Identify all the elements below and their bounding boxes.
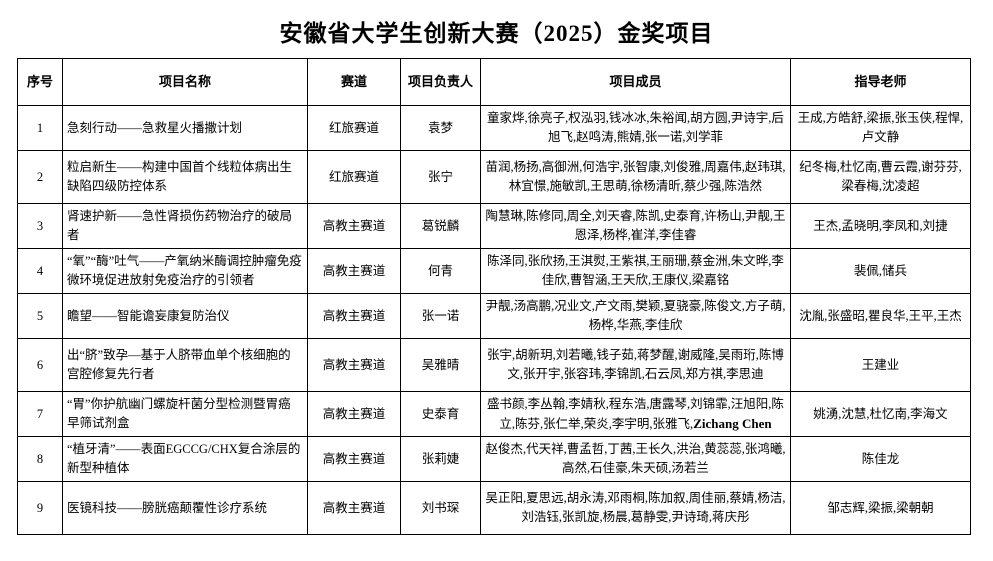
header-track: 赛道 — [307, 58, 401, 106]
project-name: “氧”“酶”吐气——产氧纳米酶调控肿瘤免疫微环境促进放射免疫治疗的引领者 — [62, 248, 308, 294]
members: 赵俊杰,代天祥,曹孟哲,丁茜,王长久,洪治,黄蕊蕊,张鸿曦,高然,石佳豪,朱天硕… — [480, 436, 791, 482]
members: 陶慧琳,陈修同,周全,刘天睿,陈凯,史泰育,许杨山,尹靓,王恩泽,杨桦,崔洋,李… — [480, 203, 791, 249]
row-no: 8 — [17, 436, 63, 482]
award-projects-table: 序号 项目名称 赛道 项目负责人 项目成员 指导老师 1 急刻行动——急救星火播… — [17, 58, 971, 535]
table-row: 1 急刻行动——急救星火播撒计划 红旅赛道 袁梦 童家烨,徐亮子,权泓羽,钱冰冰… — [17, 105, 971, 151]
project-name: “植牙清”——表面EGCCG/CHX复合涂层的新型种植体 — [62, 436, 308, 482]
members: 吴正阳,夏思远,胡永涛,邓雨桐,陈加叙,周佳丽,蔡婧,杨洁,刘浩钰,张凯旋,杨晨… — [480, 481, 791, 535]
teachers: 王建业 — [790, 338, 971, 392]
members: 尹靓,汤高鹏,况业文,产文雨,樊颖,夏骁豪,陈俊文,方子萌,杨桦,华燕,李佳欣 — [480, 293, 791, 339]
teachers: 纪冬梅,杜忆南,曹云霞,谢芬芬,梁春梅,沈凌超 — [790, 150, 971, 204]
project-name: 出“脐”致孕—基于人脐带血单个核细胞的宫腔修复先行者 — [62, 338, 308, 392]
leader: 吴雅晴 — [400, 338, 481, 392]
track: 红旅赛道 — [307, 150, 401, 204]
leader: 何青 — [400, 248, 481, 294]
project-name: 瞻望——智能谵妄康复防治仪 — [62, 293, 308, 339]
track: 高教主赛道 — [307, 436, 401, 482]
leader: 葛锐麟 — [400, 203, 481, 249]
row-no: 9 — [17, 481, 63, 535]
leader: 张莉婕 — [400, 436, 481, 482]
page-title: 安徽省大学生创新大赛（2025）金奖项目 — [279, 21, 714, 46]
row-no: 7 — [17, 391, 63, 437]
header-no: 序号 — [17, 58, 63, 106]
table-row: 7 “胃”你护航幽门螺旋杆菌分型检测暨胃癌早筛试剂盒 高教主赛道 史泰育 盛书颜… — [17, 391, 971, 437]
teachers: 姚湧,沈慧,杜忆南,李海文 — [790, 391, 971, 437]
row-no: 5 — [17, 293, 63, 339]
row-no: 1 — [17, 105, 63, 151]
teachers: 邹志辉,梁振,梁朝朝 — [790, 481, 971, 535]
teachers: 王杰,孟晓明,李凤和,刘捷 — [790, 203, 971, 249]
members-latin-name: Zichang Chen — [693, 415, 772, 431]
track: 高教主赛道 — [307, 293, 401, 339]
header-row: 序号 项目名称 赛道 项目负责人 项目成员 指导老师 — [17, 58, 971, 106]
project-name: 粒启新生——构建中国首个线粒体病出生缺陷四级防控体系 — [62, 150, 308, 204]
table-row: 2 粒启新生——构建中国首个线粒体病出生缺陷四级防控体系 红旅赛道 张宁 苗润,… — [17, 150, 971, 204]
table-row: 3 肾速护新——急性肾损伤药物治疗的破局者 高教主赛道 葛锐麟 陶慧琳,陈修同,… — [17, 203, 971, 249]
members: 童家烨,徐亮子,权泓羽,钱冰冰,朱裕闻,胡方圆,尹诗宇,后旭飞,赵鸣涛,熊婧,张… — [480, 105, 791, 151]
track: 高教主赛道 — [307, 391, 401, 437]
members: 苗润,杨扬,高御洲,何浩宇,张智康,刘俊雅,周嘉伟,赵玮琪,林宜憬,施敏凯,王思… — [480, 150, 791, 204]
row-no: 3 — [17, 203, 63, 249]
header-teachers: 指导老师 — [790, 58, 971, 106]
leader: 张一诺 — [400, 293, 481, 339]
project-name: 医镜科技——膀胱癌颠覆性诊疗系统 — [62, 481, 308, 535]
members-cn: 盛书颜,李丛翰,李婧秋,程东浩,唐露琴,刘锦霏,汪旭阳,陈立,陈芬,张仁举,荣炎… — [487, 396, 784, 431]
header-members: 项目成员 — [480, 58, 791, 106]
table-row: 9 医镜科技——膀胱癌颠覆性诊疗系统 高教主赛道 刘书琛 吴正阳,夏思远,胡永涛… — [17, 481, 971, 535]
teachers: 沈胤,张盛昭,瞿良华,王平,王杰 — [790, 293, 971, 339]
leader: 张宁 — [400, 150, 481, 204]
table-row: 6 出“脐”致孕—基于人脐带血单个核细胞的宫腔修复先行者 高教主赛道 吴雅晴 张… — [17, 338, 971, 392]
teachers: 王成,方皓舒,梁振,张玉侠,程悍,卢文静 — [790, 105, 971, 151]
table-row: 5 瞻望——智能谵妄康复防治仪 高教主赛道 张一诺 尹靓,汤高鹏,况业文,产文雨… — [17, 293, 971, 339]
teachers: 陈佳龙 — [790, 436, 971, 482]
teachers: 裴佩,储兵 — [790, 248, 971, 294]
leader: 刘书琛 — [400, 481, 481, 535]
track: 高教主赛道 — [307, 481, 401, 535]
leader: 史泰育 — [400, 391, 481, 437]
track: 高教主赛道 — [307, 338, 401, 392]
project-name: 肾速护新——急性肾损伤药物治疗的破局者 — [62, 203, 308, 249]
table-row: 8 “植牙清”——表面EGCCG/CHX复合涂层的新型种植体 高教主赛道 张莉婕… — [17, 436, 971, 482]
project-name: “胃”你护航幽门螺旋杆菌分型检测暨胃癌早筛试剂盒 — [62, 391, 308, 437]
row-no: 4 — [17, 248, 63, 294]
leader: 袁梦 — [400, 105, 481, 151]
header-leader: 项目负责人 — [400, 58, 481, 106]
project-name: 急刻行动——急救星火播撒计划 — [62, 105, 308, 151]
track: 高教主赛道 — [307, 203, 401, 249]
table-row: 4 “氧”“酶”吐气——产氧纳米酶调控肿瘤免疫微环境促进放射免疫治疗的引领者 高… — [17, 248, 971, 294]
row-no: 2 — [17, 150, 63, 204]
track: 高教主赛道 — [307, 248, 401, 294]
header-project-name: 项目名称 — [62, 58, 308, 106]
track: 红旅赛道 — [307, 105, 401, 151]
members: 盛书颜,李丛翰,李婧秋,程东浩,唐露琴,刘锦霏,汪旭阳,陈立,陈芬,张仁举,荣炎… — [480, 391, 791, 437]
row-no: 6 — [17, 338, 63, 392]
members: 陈泽同,张欣扬,王淇熨,王紫祺,王丽珊,蔡金洲,朱文晔,李佳欣,曹智涵,王天欣,… — [480, 248, 791, 294]
members: 张宇,胡新玥,刘若曦,钱子茹,蒋梦醒,谢威隆,吴雨珩,陈博文,张开宇,张容玮,李… — [480, 338, 791, 392]
